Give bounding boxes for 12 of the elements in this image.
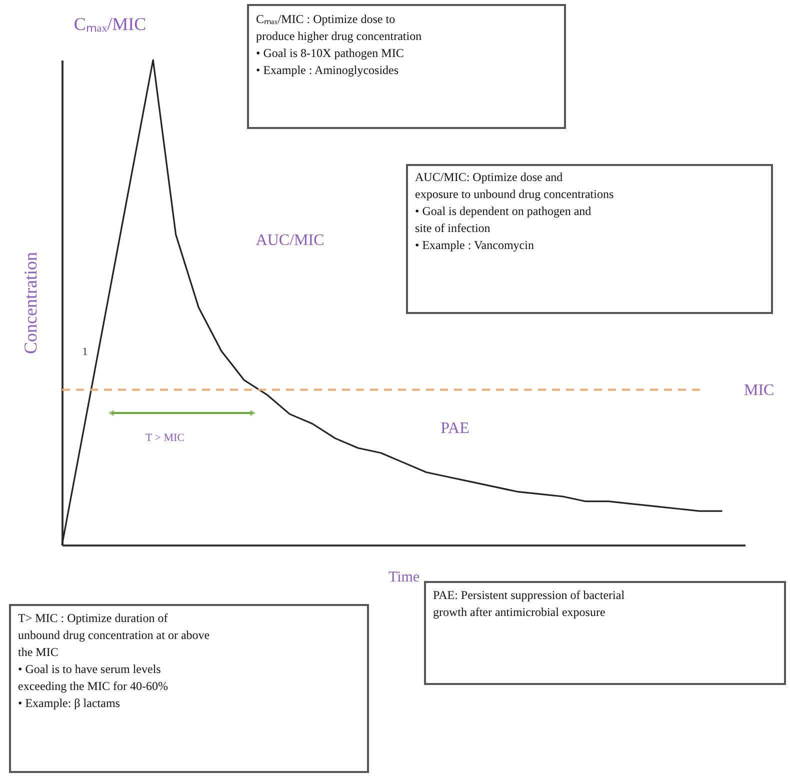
annotation: T > MIC: [145, 432, 185, 444]
annotation: AUC/MIC: Optimize dose and exposure to unbound drug concentrations • Goal is dependent on pathogen and site of infection • Example : Vancomycin: [415, 170, 614, 252]
x-axis-title: Time: [388, 570, 420, 586]
text: Cₘₐₓ/MIC: [74, 14, 146, 34]
y-axis-title: Concentration: [20, 252, 40, 354]
annotation: 1: [82, 346, 88, 358]
ref-line-label: MIC: [744, 382, 774, 399]
text: PAE: Persistent suppression of bacterial growth after antimicrobial exposure: [433, 588, 626, 619]
annotation: AUC/MIC: [256, 232, 324, 249]
text: T> MIC : Optimize duration of unbound drug concentration at or above the MIC • Goal is to have serum levels exceeding the MIC for 40-60% • Example: β lactams: [18, 611, 210, 710]
annotation: PAE: [440, 420, 470, 437]
annotation: Cₘₐₓ/MIC : Optimize dose to produce higher drug concentration • Goal is 8-10X pathogen MIC • Example : Aminoglycosides: [256, 12, 422, 77]
